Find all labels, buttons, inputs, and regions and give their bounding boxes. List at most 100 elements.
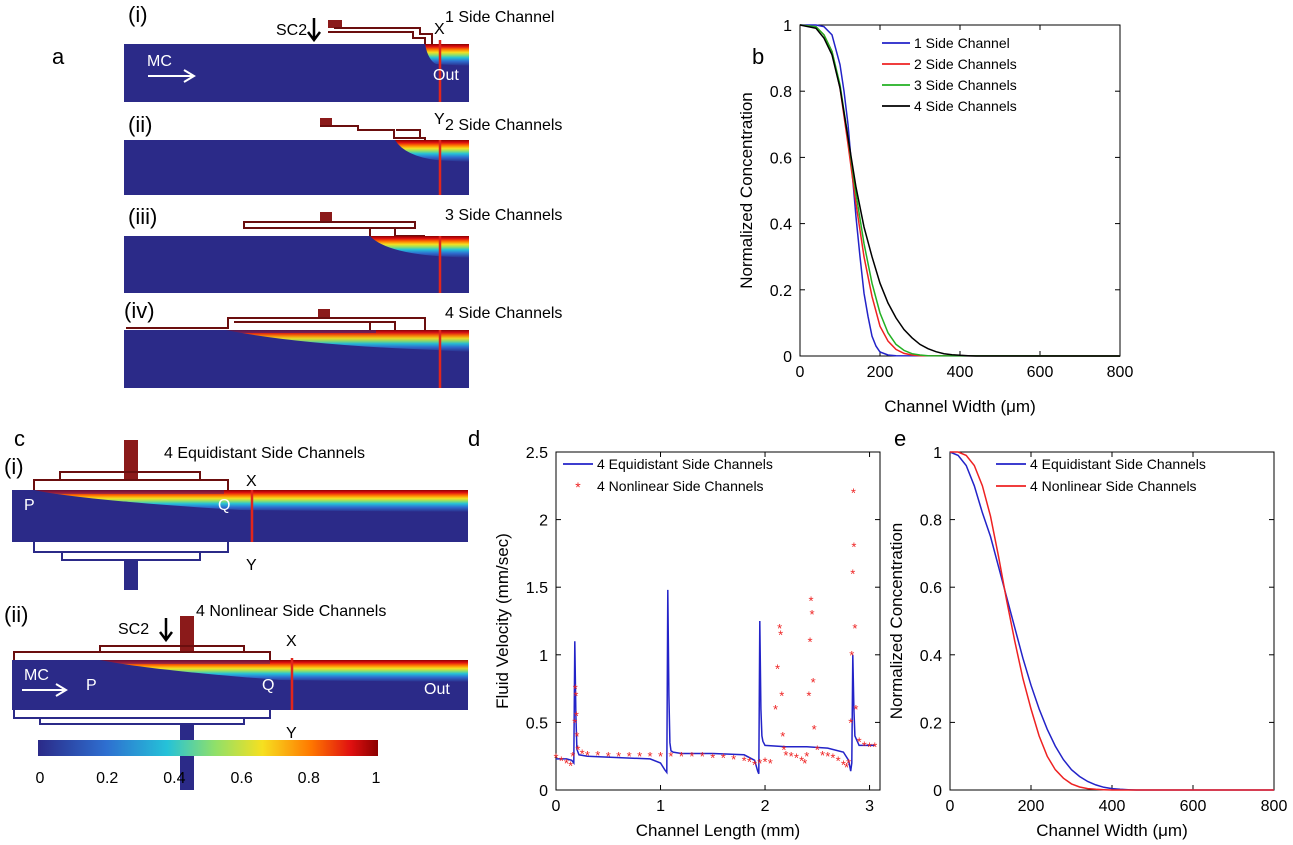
data-point: *	[710, 751, 715, 766]
panel-a-row-3-label: 3 Side Channels	[445, 207, 562, 224]
data-point: *	[862, 738, 867, 753]
chart-b: b 0 200 400 600 800 0 0.2 0.4 0.6 0.8 1 Channel Widt…	[737, 18, 1133, 416]
data-point: *	[825, 749, 830, 764]
panel-a-row-2-label: 2 Side Channels	[445, 117, 562, 134]
data-point: *	[731, 752, 736, 767]
data-point: *	[572, 715, 577, 730]
data-point: *	[802, 756, 807, 771]
x-axis-label: Channel Length (mm)	[636, 821, 800, 840]
x-axis-label: Channel Width (μm)	[1036, 821, 1188, 840]
inlet-marker	[320, 212, 332, 222]
y-tick-label: 0.6	[920, 580, 942, 597]
data-point: *	[574, 709, 579, 724]
side-channel-wall	[328, 31, 426, 46]
data-point: *	[700, 749, 705, 764]
y-label: Y	[434, 111, 445, 128]
series-line	[799, 24, 1121, 357]
chart-e: e 0 200 400 600 800 0 0.2 0.4 0.6 0.8 1 Channel Widt…	[887, 426, 1287, 840]
y-tick-label: 0.2	[770, 283, 792, 300]
colorbar-gradient	[38, 740, 378, 756]
data-point: *	[850, 567, 855, 582]
data-point: *	[778, 628, 783, 643]
data-point: *	[595, 748, 600, 763]
data-point: *	[848, 715, 853, 730]
x-tick-label: 1	[656, 798, 665, 815]
side-channel-wall	[234, 321, 396, 330]
panel-b-letter: b	[752, 44, 764, 69]
panel-a-row-4-label: 4 Side Channels	[445, 305, 562, 322]
y-tick-label: 1	[783, 18, 792, 35]
series-line	[556, 589, 875, 775]
y-tick-label: 0.8	[770, 84, 792, 101]
data-point: *	[836, 753, 841, 768]
data-point: *	[799, 753, 804, 768]
y-tick-label: 1	[539, 648, 548, 665]
data-point: *	[585, 748, 590, 763]
data-point: *	[811, 675, 816, 690]
inlet-marker	[180, 616, 194, 652]
y-axis-label: Normalized Concentration	[887, 523, 906, 720]
panel-c-row-2-label: 4 Nonlinear Side Channels	[196, 603, 386, 620]
y-tick-label: 0.5	[526, 715, 548, 732]
plume-fade	[100, 660, 270, 664]
data-point: *	[872, 740, 877, 755]
legend-label: 3 Side Channels	[914, 77, 1017, 93]
data-point: *	[658, 749, 663, 764]
panel-c: c (i) 4 Equidistant Side Channels P Q X …	[4, 426, 468, 790]
panel-a-row-2: (ii) 2 Side Channels	[124, 112, 562, 195]
panel-c-row-1-roman: (i)	[4, 454, 24, 479]
panel-a-row-2-roman: (ii)	[128, 112, 152, 137]
x-tick-label: 800	[1261, 798, 1288, 815]
data-point: *	[606, 749, 611, 764]
plot-area	[949, 451, 1275, 791]
flow-arrow-icon	[148, 69, 196, 83]
series-line	[949, 451, 1274, 791]
concentration-plume	[100, 660, 468, 682]
series-line	[799, 24, 1121, 357]
x-tick-label: 200	[1018, 798, 1045, 815]
data-point: *	[780, 729, 785, 744]
series-line	[950, 451, 1274, 791]
x-tick-label: 3	[865, 798, 874, 815]
data-point: *	[573, 688, 578, 703]
series-line	[799, 24, 1120, 357]
data-point: *	[789, 749, 794, 764]
legend-label: 4 Side Channels	[914, 98, 1017, 114]
data-point: *	[721, 751, 726, 766]
data-point: *	[777, 621, 782, 636]
y-tick-label: 0	[933, 783, 942, 800]
colorbar: 0 0.2 0.4 0.6 0.8 1	[36, 740, 381, 787]
colorbar-tick-label: 0.2	[96, 770, 118, 787]
x-tick-label: 400	[1099, 798, 1126, 815]
side-channel-wall	[126, 317, 426, 330]
y-axis-label: Fluid Velocity (mm/sec)	[493, 533, 512, 709]
y-tick-label: 0	[783, 349, 792, 366]
x-tick-label: 0	[946, 798, 955, 815]
data-point: *	[808, 594, 813, 609]
panel-d-letter: d	[468, 426, 480, 451]
y-tick-label: 0	[539, 783, 548, 800]
side-channel-wall	[243, 221, 416, 229]
data-point: *	[851, 486, 856, 501]
side-channel-wall	[334, 27, 433, 44]
colorbar-tick-label: 0.6	[230, 770, 252, 787]
x-axis-label: Channel Width (μm)	[884, 397, 1036, 416]
panel-a-row-4-roman: (iv)	[124, 298, 155, 323]
data-point: *	[679, 749, 684, 764]
data-point: *	[763, 755, 768, 770]
panel-c-row-2: (ii) 4 Nonlinear Side Channels SC2 MC P …	[4, 602, 468, 790]
mc-label: MC	[147, 53, 172, 70]
outlet-marker	[124, 560, 138, 590]
side-channel-wall	[33, 479, 229, 490]
y-label: Y	[246, 557, 257, 574]
side-channel-wall	[13, 710, 271, 719]
flow-arrow-icon	[22, 683, 68, 697]
data-point: *	[742, 753, 747, 768]
series-line	[800, 24, 1121, 357]
data-point: *	[689, 749, 694, 764]
legend-label: 1 Side Channel	[914, 35, 1010, 51]
data-point: *	[807, 634, 812, 649]
side-channel-wall	[369, 228, 425, 237]
panel-c-row-1-label: 4 Equidistant Side Channels	[164, 445, 365, 462]
